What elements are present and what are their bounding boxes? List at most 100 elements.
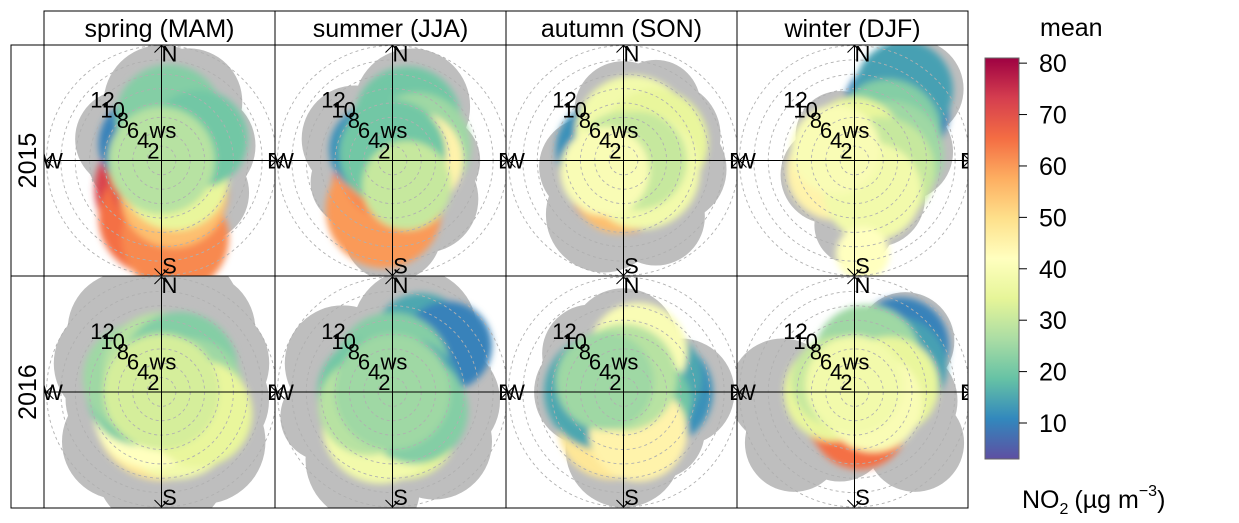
colorbar-label: NO2 (µg m−3) xyxy=(1022,483,1165,518)
ws-tick-label: 12 xyxy=(552,319,576,344)
ws-tick-label: 4 xyxy=(599,128,611,153)
ws-axis-label: ws xyxy=(611,350,639,375)
compass-north: N xyxy=(162,273,178,298)
arrow-e xyxy=(500,153,506,168)
strip-header xyxy=(274,10,507,46)
compass-labels: N S E W xyxy=(506,42,737,276)
ws-axis-label: ws xyxy=(380,350,408,375)
ws-tick-label: 4 xyxy=(368,360,380,385)
ws-axis-label: ws xyxy=(842,350,870,375)
compass-labels: N S E W xyxy=(735,273,968,510)
compass-east: E xyxy=(960,149,975,174)
ws-tick-label: 10 xyxy=(793,98,817,123)
ws-tick-label: 2 xyxy=(840,138,852,163)
colorbar-tick-label: 20 xyxy=(1039,359,1067,387)
compass-east: E xyxy=(267,149,282,174)
concentration-cell xyxy=(835,226,890,276)
ws-tick-label: 4 xyxy=(137,360,149,385)
concentration-cell xyxy=(791,105,881,195)
ws-tick-label: 8 xyxy=(810,108,822,133)
colorbar-label-sub: 2 xyxy=(1060,501,1069,518)
compass-south: S xyxy=(624,485,639,510)
compass-north: N xyxy=(855,273,871,298)
ws-tick-label: 4 xyxy=(599,360,611,385)
compass-west: W xyxy=(504,380,525,405)
arrow-w xyxy=(45,153,54,168)
ws-tick-label: 10 xyxy=(331,98,355,123)
row-strip xyxy=(10,44,45,277)
compass-west: W xyxy=(42,149,63,174)
strip-header-label: autumn (SON) xyxy=(541,15,702,43)
ws-tick-label: 2 xyxy=(609,370,621,395)
arrow-w xyxy=(507,153,516,168)
arrow-s xyxy=(385,499,400,508)
arrow-n xyxy=(154,276,169,285)
ws-tick-label: 12 xyxy=(90,88,114,113)
ws-tick-label: 12 xyxy=(90,319,114,344)
arrow-w xyxy=(507,384,516,400)
arrow-n xyxy=(847,276,862,285)
arrow-s xyxy=(616,499,631,508)
arrow-s xyxy=(847,499,862,508)
concentration-surface xyxy=(786,45,953,276)
arrow-e xyxy=(731,384,737,400)
compass-south: S xyxy=(855,485,870,510)
compass-west: W xyxy=(735,380,756,405)
ws-tick-label: 6 xyxy=(127,350,139,375)
compass-labels: N S E W xyxy=(735,42,975,276)
concentration-cell xyxy=(560,126,650,216)
ws-tick-label: 8 xyxy=(579,339,591,364)
colorbar-label-sup: −3 xyxy=(1139,483,1157,500)
ws-tick-label: 8 xyxy=(579,108,591,133)
arrow-e xyxy=(962,384,968,400)
ws-tick-label: 8 xyxy=(348,108,360,133)
compass-south: S xyxy=(393,485,408,510)
colorbar-tick-label: 70 xyxy=(1039,102,1067,130)
compass-north: N xyxy=(855,42,871,67)
ws-axis-label: ws xyxy=(149,350,177,375)
concentration-surface xyxy=(94,64,248,276)
strip-header xyxy=(736,10,969,46)
ws-tick-label: 6 xyxy=(589,350,601,375)
compass-north: N xyxy=(624,42,640,67)
arrow-w xyxy=(276,153,285,168)
strip-header-label: summer (JJA) xyxy=(313,15,469,43)
strip-header xyxy=(43,10,276,46)
compass-south: S xyxy=(393,254,408,279)
compass-labels: N S E W xyxy=(44,273,282,508)
compass-east: E xyxy=(498,380,513,405)
ws-tick-label: 6 xyxy=(820,350,832,375)
colorbar-tick-label: 60 xyxy=(1039,153,1067,181)
ws-tick-label: 8 xyxy=(117,108,129,133)
compass-labels: N S E W xyxy=(275,42,506,279)
colorbar: mean 10 20 30 40 50 60 70 80 NO2 (µg m−3) xyxy=(984,14,1165,518)
compass-east: E xyxy=(267,380,282,405)
ws-axis-label: ws xyxy=(149,118,177,143)
ws-tick-label: 4 xyxy=(368,128,380,153)
colorbar-label-unit: (µg m xyxy=(1074,486,1138,514)
panel-frame xyxy=(736,275,969,509)
compass-west: W xyxy=(735,149,756,174)
row-label: 2016 xyxy=(14,364,42,420)
arrow-e xyxy=(269,384,275,400)
compass-south: S xyxy=(162,254,177,279)
arrow-w xyxy=(738,384,747,400)
compass-north: N xyxy=(393,42,409,67)
arrow-w xyxy=(276,384,285,400)
colorbar-tick-label: 80 xyxy=(1039,50,1067,78)
compass-north: N xyxy=(393,273,409,298)
ws-tick-label: 12 xyxy=(321,88,345,113)
arrow-n xyxy=(616,276,631,285)
colorbar-label-main: NO xyxy=(1022,486,1060,514)
